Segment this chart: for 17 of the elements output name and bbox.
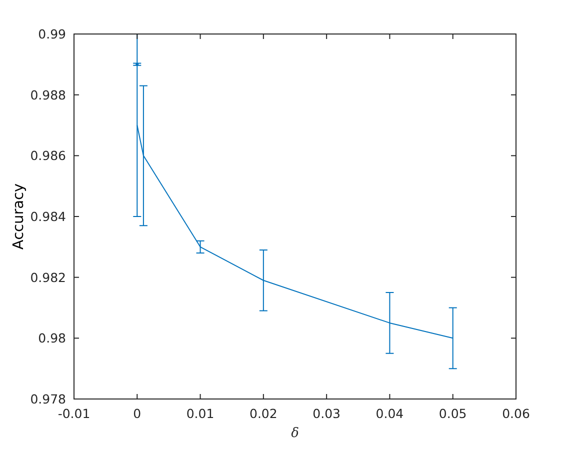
y-tick-label: 0.986 bbox=[30, 148, 66, 164]
y-tick-label: 0.978 bbox=[30, 392, 66, 406]
y-tick-label: 0.988 bbox=[30, 87, 66, 102]
x-tick-label: 0.03 bbox=[312, 406, 340, 421]
x-tick-label: 0 bbox=[133, 406, 142, 421]
y-axis-title: Accuracy bbox=[11, 182, 27, 250]
x-tick-label: 0.02 bbox=[250, 406, 278, 421]
y-tick-label: 0.98 bbox=[38, 330, 66, 346]
y-tick-label: 0.982 bbox=[30, 270, 66, 285]
x-tick-label: 0.05 bbox=[438, 406, 467, 421]
x-tick-label: 0.06 bbox=[502, 406, 530, 421]
y-tick-label: 0.984 bbox=[30, 209, 66, 224]
x-axis-title: δ bbox=[291, 426, 300, 441]
x-tick-label: 0.04 bbox=[376, 406, 404, 421]
x-tick-label: 0.01 bbox=[186, 406, 214, 421]
x-tick-label: -0.01 bbox=[58, 406, 90, 421]
y-tick-label: 0.99 bbox=[38, 26, 66, 42]
